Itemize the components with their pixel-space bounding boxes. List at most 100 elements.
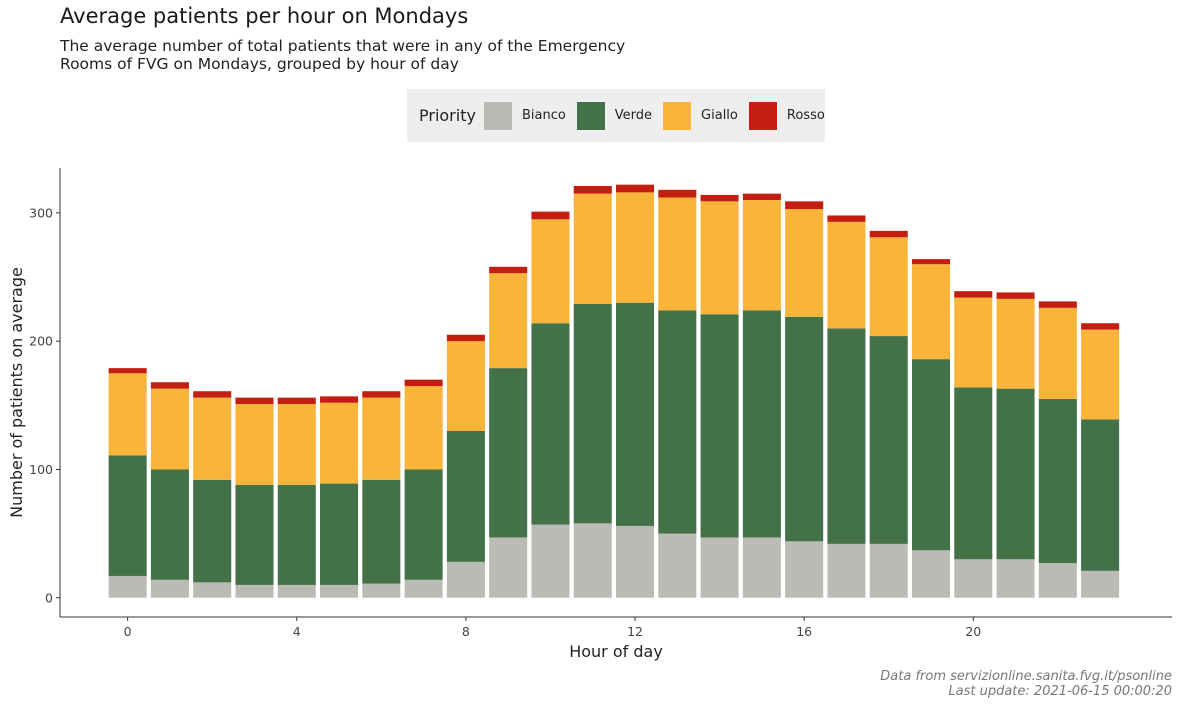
bar-giallo-hour-12: [616, 192, 655, 303]
bar-rosso-hour-2: [193, 391, 232, 398]
bar-giallo-hour-23: [1081, 329, 1120, 420]
legend-key-verde: [576, 101, 605, 130]
bar-rosso-hour-18: [869, 230, 908, 238]
bar-bianco-hour-21: [996, 559, 1035, 598]
bar-verde-hour-18: [869, 336, 908, 544]
x-tick-label: 0: [124, 624, 132, 639]
caption-source: Data from servizionline.sanita.fvg.it/ps…: [880, 669, 1172, 684]
bar-rosso-hour-8: [446, 334, 485, 342]
bar-bianco-hour-12: [616, 525, 655, 598]
y-tick-label: 0: [45, 590, 53, 605]
bar-bianco-hour-10: [531, 524, 570, 598]
bar-giallo-hour-2: [193, 397, 232, 480]
bar-giallo-hour-0: [108, 373, 147, 456]
bar-rosso-hour-17: [827, 215, 866, 222]
bar-verde-hour-22: [1038, 398, 1077, 564]
chart-title: Average patients per hour on Mondays: [60, 4, 469, 28]
bar-giallo-hour-20: [954, 297, 993, 388]
caption: Data from servizionline.sanita.fvg.it/ps…: [880, 669, 1172, 699]
bar-verde-hour-15: [742, 310, 781, 538]
bar-rosso-hour-3: [235, 397, 274, 405]
x-tick-label: 20: [965, 624, 981, 639]
x-tick-label: 8: [462, 624, 470, 639]
legend-label-verde: Verde: [614, 108, 653, 123]
bar-giallo-hour-5: [320, 402, 359, 484]
bar-bianco-hour-3: [235, 584, 274, 598]
bar-rosso-hour-16: [785, 201, 824, 210]
bar-giallo-hour-8: [446, 341, 485, 431]
y-tick-label: 100: [29, 462, 53, 477]
legend-item-verde: Verde: [576, 101, 653, 130]
x-tick-label: 4: [293, 624, 301, 639]
bar-bianco-hour-23: [1081, 570, 1120, 598]
x-tick-label: 16: [796, 624, 812, 639]
bar-bianco-hour-14: [700, 537, 739, 598]
bar-bianco-hour-7: [404, 579, 443, 598]
bar-bianco-hour-5: [320, 584, 359, 598]
bar-rosso-hour-1: [150, 382, 189, 389]
bar-giallo-hour-13: [658, 197, 697, 311]
legend-label-bianco: Bianco: [521, 108, 566, 123]
bar-giallo-hour-6: [362, 397, 401, 480]
bar-verde-hour-6: [362, 479, 401, 584]
bar-verde-hour-3: [235, 484, 274, 585]
bar-bianco-hour-13: [658, 533, 697, 598]
bar-verde-hour-2: [193, 479, 232, 583]
bar-verde-hour-8: [446, 430, 485, 562]
bar-verde-hour-10: [531, 323, 570, 525]
bar-verde-hour-5: [320, 483, 359, 585]
bar-rosso-hour-21: [996, 292, 1035, 299]
legend-key-bianco: [483, 101, 512, 130]
x-axis-title: Hour of day: [569, 642, 663, 661]
bar-giallo-hour-9: [489, 273, 528, 369]
y-axis-title: Number of patients on average: [7, 267, 26, 518]
bar-bianco-hour-2: [193, 582, 232, 598]
bar-giallo-hour-10: [531, 219, 570, 324]
bar-bianco-hour-9: [489, 537, 528, 598]
legend-key-rosso: [748, 101, 777, 130]
bar-bianco-hour-15: [742, 537, 781, 598]
bar-bianco-hour-8: [446, 561, 485, 598]
bar-rosso-hour-0: [108, 368, 147, 374]
bar-verde-hour-0: [108, 455, 147, 576]
chart-subtitle: The average number of total patients tha…: [60, 37, 626, 73]
bar-verde-hour-19: [911, 359, 951, 551]
bar-verde-hour-7: [404, 469, 443, 580]
legend-label-giallo: Giallo: [701, 108, 738, 123]
legend-title: Priority: [419, 106, 476, 125]
bar-giallo-hour-1: [150, 388, 189, 470]
bar-giallo-hour-21: [996, 298, 1035, 389]
y-tick-label: 300: [29, 205, 53, 220]
bar-rosso-hour-4: [277, 397, 316, 405]
bar-giallo-hour-16: [785, 209, 824, 317]
bar-giallo-hour-15: [742, 200, 781, 311]
bar-verde-hour-21: [996, 388, 1035, 560]
bar-verde-hour-20: [954, 387, 993, 560]
bar-rosso-hour-6: [362, 391, 401, 398]
bar-bianco-hour-17: [827, 543, 866, 598]
bar-bianco-hour-22: [1038, 563, 1077, 598]
bar-verde-hour-11: [573, 303, 612, 524]
bar-bianco-hour-16: [785, 541, 824, 598]
legend-item-bianco: Bianco: [483, 101, 566, 130]
legend-key-giallo: [663, 101, 692, 130]
bar-bianco-hour-20: [954, 559, 993, 598]
legend: Priority Bianco Verde Giallo Rosso: [407, 89, 825, 142]
bar-giallo-hour-11: [573, 193, 612, 304]
x-tick-label: 12: [627, 624, 643, 639]
bar-verde-hour-16: [785, 316, 824, 542]
bar-giallo-hour-19: [911, 264, 951, 360]
bar-verde-hour-4: [277, 484, 316, 585]
bar-rosso-hour-12: [616, 184, 655, 193]
bar-giallo-hour-4: [277, 404, 316, 485]
bar-giallo-hour-14: [700, 201, 739, 315]
bar-bianco-hour-0: [108, 575, 147, 598]
bar-giallo-hour-3: [235, 404, 274, 485]
bar-giallo-hour-17: [827, 221, 866, 329]
bar-rosso-hour-5: [320, 396, 359, 403]
bar-rosso-hour-10: [531, 211, 570, 220]
bar-bianco-hour-19: [911, 550, 951, 598]
bar-rosso-hour-22: [1038, 301, 1077, 308]
bar-verde-hour-13: [658, 310, 697, 534]
legend-item-giallo: Giallo: [663, 101, 738, 130]
